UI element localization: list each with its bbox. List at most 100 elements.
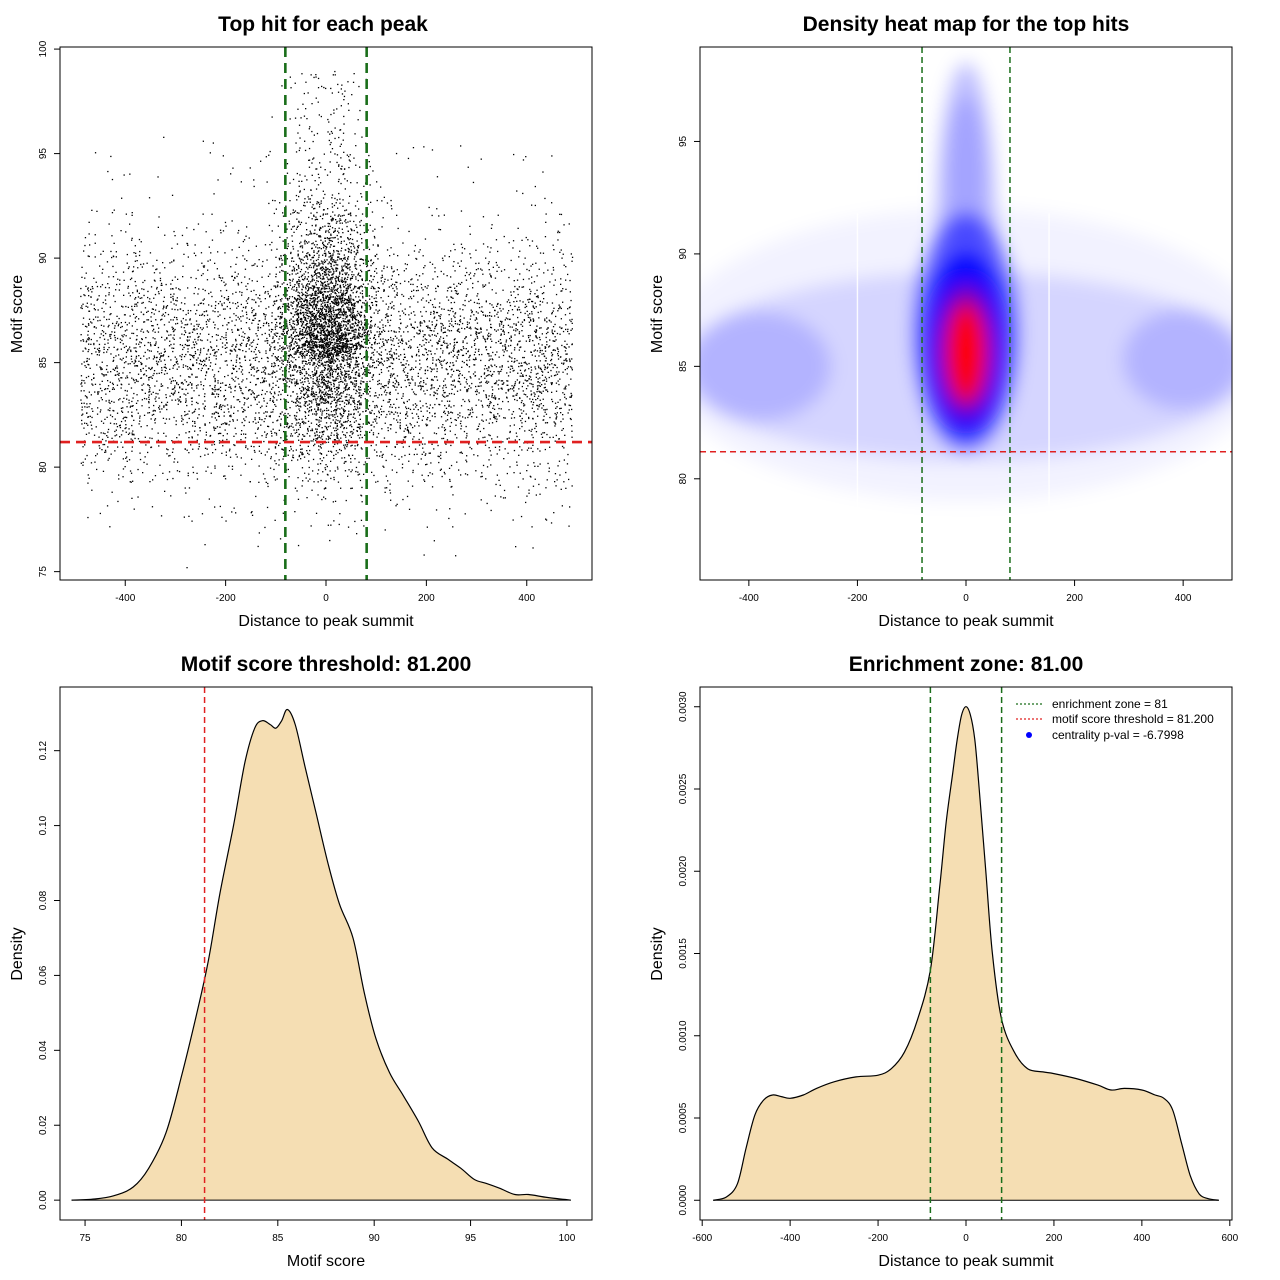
scatter-point: [473, 314, 475, 316]
scatter-point: [277, 342, 279, 344]
scatter-point: [107, 388, 109, 390]
scatter-point: [549, 446, 551, 448]
scatter-point: [152, 325, 154, 327]
scatter-point: [253, 299, 255, 301]
scatter-point: [114, 337, 116, 339]
scatter-point: [410, 346, 412, 348]
scatter-point: [331, 372, 334, 374]
scatter-point: [528, 429, 530, 431]
scatter-point: [516, 279, 519, 281]
scatter-point: [383, 343, 385, 345]
scatter-point: [414, 314, 416, 316]
scatter-point: [494, 329, 496, 331]
scatter-point: [506, 372, 508, 374]
scatter-point: [538, 390, 540, 392]
scatter-point: [554, 402, 557, 404]
scatter-point: [551, 312, 553, 314]
scatter-point: [131, 332, 133, 334]
scatter-point: [442, 324, 444, 327]
scatter-point: [445, 451, 447, 453]
scatter-point: [228, 450, 231, 452]
scatter-point: [103, 325, 105, 327]
scatter-point: [82, 446, 84, 448]
scatter-point: [274, 447, 277, 449]
scatter-point: [314, 383, 317, 385]
scatter-point: [355, 361, 357, 363]
scatter-point: [571, 430, 573, 432]
scatter-point: [276, 370, 278, 372]
scatter-point: [570, 395, 573, 397]
scatter-point: [405, 363, 407, 365]
scatter-point: [98, 343, 101, 346]
scatter-point: [140, 241, 142, 243]
scatter-point: [449, 365, 451, 368]
scatter-point: [465, 279, 468, 281]
scatter-point: [287, 361, 289, 363]
scatter-point: [216, 268, 218, 270]
scatter-point: [358, 414, 361, 416]
scatter-point: [226, 404, 229, 406]
scatter-point: [428, 452, 430, 454]
scatter-point: [97, 391, 99, 393]
scatter-point: [500, 342, 502, 344]
scatter-point: [214, 388, 216, 391]
scatter-point: [450, 318, 453, 320]
scatter-point: [530, 401, 532, 403]
scatter-point: [264, 291, 267, 293]
scatter-point: [542, 380, 544, 382]
scatter-point: [204, 424, 206, 426]
scatter-point: [154, 309, 157, 311]
scatter-point: [383, 360, 386, 362]
scatter-point: [293, 285, 295, 288]
scatter-point: [559, 474, 561, 476]
scatter-point: [534, 185, 536, 188]
scatter-point: [276, 335, 278, 337]
scatter-point: [245, 235, 247, 237]
scatter-point: [135, 357, 137, 359]
scatter-point: [282, 348, 284, 350]
scatter-point: [447, 329, 449, 331]
scatter-point: [477, 268, 479, 270]
scatter-point: [388, 398, 390, 401]
scatter-point: [532, 436, 534, 439]
scatter-point: [405, 413, 408, 415]
scatter-point: [243, 239, 246, 241]
scatter-point: [474, 319, 476, 321]
scatter-point: [229, 448, 231, 450]
scatter-point: [334, 500, 337, 502]
scatter-point: [402, 295, 405, 297]
scatter-point: [262, 367, 264, 369]
scatter-point: [171, 247, 173, 249]
scatter-point: [283, 348, 285, 350]
scatter-point: [466, 390, 468, 393]
scatter-point: [309, 400, 311, 402]
scatter-point: [569, 279, 571, 282]
scatter-point: [413, 295, 415, 297]
scatter-point: [509, 430, 511, 433]
scatter-point: [280, 327, 282, 329]
scatter-point: [93, 304, 95, 306]
scatter-point: [477, 312, 479, 314]
scatter-point: [511, 357, 513, 359]
scatter-point: [440, 270, 442, 273]
scatter-point: [526, 310, 528, 312]
scatter-point: [497, 311, 499, 313]
scatter-point: [490, 509, 492, 512]
scatter-point: [447, 411, 449, 413]
scatter-point: [422, 385, 424, 388]
scatter-point: [414, 382, 416, 384]
scatter-point: [312, 458, 315, 461]
scatter-point: [408, 379, 410, 381]
scatter-point: [88, 318, 91, 320]
scatter-point: [537, 408, 539, 410]
scatter-point: [480, 375, 482, 378]
scatter-point: [459, 422, 462, 425]
scatter-point: [170, 380, 173, 382]
scatter-point: [135, 297, 137, 299]
scatter-point: [105, 295, 107, 297]
scatter-point: [540, 403, 542, 405]
scatter-point: [254, 348, 256, 351]
scatter-point: [346, 444, 349, 446]
scatter-point: [433, 311, 435, 313]
scatter-point: [187, 474, 189, 477]
